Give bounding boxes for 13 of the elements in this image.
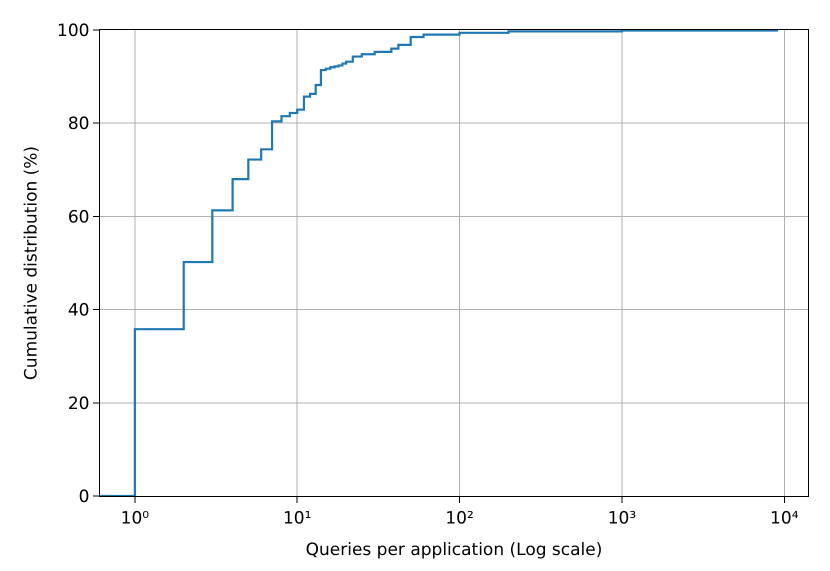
y-tick-label: 40	[68, 300, 90, 321]
x-axis-title: Queries per application (Log scale)	[306, 540, 602, 560]
x-tick-label: 10³	[608, 508, 636, 528]
x-tick-label: 10⁰	[120, 508, 150, 528]
y-tick-label: 0	[78, 486, 90, 507]
x-tick-label: 10⁴	[770, 508, 799, 528]
y-tick-label: 100	[57, 20, 90, 41]
y-tick-label: 20	[68, 394, 90, 414]
y-tick-label: 60	[68, 207, 90, 228]
x-tick-label: 10¹	[282, 508, 312, 528]
y-axis-title: Cumulative distribution (%)	[22, 146, 42, 380]
x-tick-label: 10²	[445, 508, 474, 528]
y-tick-label: 80	[68, 114, 90, 134]
